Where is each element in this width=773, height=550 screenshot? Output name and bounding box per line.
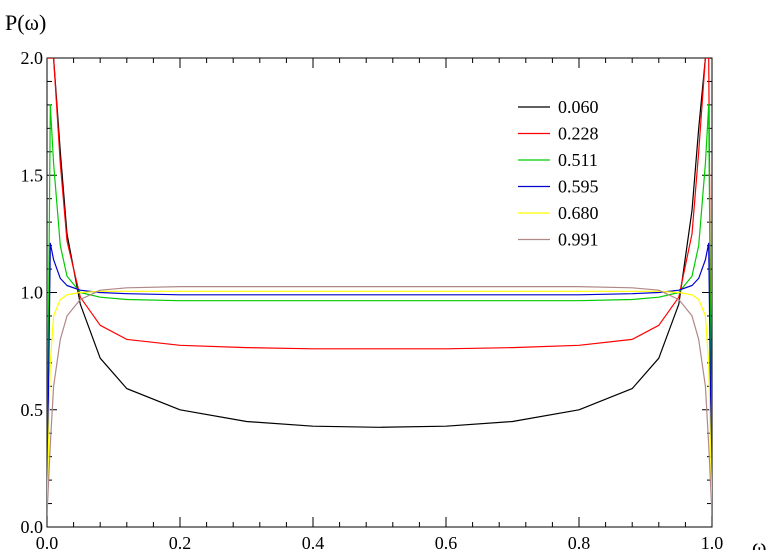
legend-label-4: 0.680 (558, 203, 599, 223)
series-line-3 (47, 242, 712, 516)
legend: 0.060 0.228 0.511 0.595 0.680 0.991 (518, 97, 599, 250)
legend-label-3: 0.595 (558, 177, 599, 197)
x-tick-label: 0.8 (568, 533, 591, 550)
y-tick-label: 1.5 (21, 165, 44, 185)
y-tick-label: 2.0 (21, 48, 44, 68)
plot-axes: 0.0 0.2 0.4 0.6 0.8 1.0 0.0 0.5 1.0 1.5 2.0 (21, 48, 724, 550)
series-line-1 (47, 58, 712, 516)
series-line-2 (47, 104, 712, 516)
series-line-0 (47, 58, 712, 428)
series-line-4 (47, 290, 712, 516)
x-tick-label: 1.0 (701, 533, 724, 550)
y-tick-label: 1.0 (21, 283, 44, 303)
legend-label-2: 0.511 (558, 150, 598, 170)
x-tick-label: 0.6 (435, 533, 458, 550)
x-tick-label: 0.2 (169, 533, 192, 550)
x-tick-label: 0.4 (302, 533, 325, 550)
series-line-5 (47, 286, 712, 516)
y-axis-title: P(ω) (5, 10, 46, 35)
x-axis-title: ω (752, 534, 766, 550)
x-tick-label: 0.0 (36, 533, 59, 550)
y-tick-label: 0.5 (21, 400, 44, 420)
legend-label-0: 0.060 (558, 97, 599, 117)
plot-frame (46, 57, 713, 528)
legend-label-1: 0.228 (558, 124, 599, 144)
series-layer (47, 58, 712, 516)
y-tick-label: 0.0 (21, 517, 44, 537)
legend-label-5: 0.991 (558, 230, 599, 250)
